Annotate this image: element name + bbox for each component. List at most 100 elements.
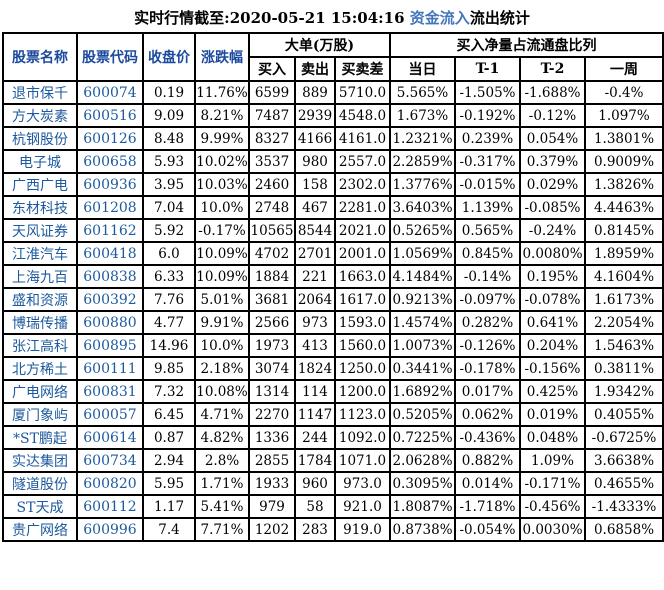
ratio-t1-cell: -1.505% <box>454 80 521 105</box>
stock-code-cell[interactable]: 600392 <box>76 287 144 312</box>
buy-sell-diff-cell: 1663.0 <box>334 264 391 289</box>
col-header-week: 一周 <box>584 56 664 82</box>
ratio-t2-cell: -0.456% <box>519 494 586 519</box>
ratio-t1-cell: -0.178% <box>454 356 521 381</box>
col-header-big-orders-group: 大单(万股) <box>248 32 391 58</box>
ratio-t1-cell: 0.282% <box>454 310 521 335</box>
ratio-week-cell: 1.6173% <box>584 287 664 312</box>
stock-code-cell[interactable]: 600614 <box>76 425 144 450</box>
stock-name-cell[interactable]: 张江高科 <box>2 333 78 358</box>
ratio-t1-cell: 0.014% <box>454 471 521 496</box>
sell-volume-cell: 960 <box>294 471 336 496</box>
close-price-cell: 1.17 <box>142 494 196 519</box>
ratio-today-cell: 0.3441% <box>389 356 456 381</box>
change-percent-cell: 2.18% <box>194 356 250 381</box>
col-header-change-percent: 涨跌幅 <box>194 32 250 82</box>
stock-name-cell[interactable]: 北方稀土 <box>2 356 78 381</box>
stock-code-cell[interactable]: 600074 <box>76 80 144 105</box>
stock-code-cell[interactable]: 600936 <box>76 172 144 197</box>
stock-code-cell[interactable]: 600838 <box>76 264 144 289</box>
ratio-week-cell: -1.4333% <box>584 494 664 519</box>
change-percent-cell: 9.99% <box>194 126 250 151</box>
stock-code-cell[interactable]: 600126 <box>76 126 144 151</box>
ratio-today-cell: 0.5205% <box>389 402 456 427</box>
stock-code-cell[interactable]: 600734 <box>76 448 144 473</box>
ratio-t2-cell: -0.078% <box>519 287 586 312</box>
stock-code-cell[interactable]: 600996 <box>76 517 144 542</box>
stock-code-cell[interactable]: 600516 <box>76 103 144 128</box>
stock-name-cell[interactable]: 电子城 <box>2 149 78 174</box>
buy-volume-cell: 2460 <box>248 172 296 197</box>
sell-volume-cell: 8544 <box>294 218 336 243</box>
header-row-sub: 买入 卖出 买卖差 当日 T-1 T-2 一周 <box>3 56 664 82</box>
stock-name-cell[interactable]: 厦门象屿 <box>2 402 78 427</box>
ratio-week-cell: 0.4655% <box>584 471 664 496</box>
stock-name-cell[interactable]: 杭钢股份 <box>2 126 78 151</box>
title-fund-inflow-link[interactable]: 资金流入 <box>409 9 470 27</box>
stock-code-cell[interactable]: 600057 <box>76 402 144 427</box>
buy-volume-cell: 1336 <box>248 425 296 450</box>
stock-name-cell[interactable]: 盛和资源 <box>2 287 78 312</box>
stock-code-cell[interactable]: 601162 <box>76 218 144 243</box>
stock-code-cell[interactable]: 600111 <box>76 356 144 381</box>
ratio-week-cell: 4.4463% <box>584 195 664 220</box>
stock-code-cell[interactable]: 600895 <box>76 333 144 358</box>
stock-code-cell[interactable]: 600658 <box>76 149 144 174</box>
stock-name-cell[interactable]: 博瑞传播 <box>2 310 78 335</box>
sell-volume-cell: 467 <box>294 195 336 220</box>
buy-volume-cell: 3537 <box>248 149 296 174</box>
ratio-today-cell: 1.8087% <box>389 494 456 519</box>
buy-sell-diff-cell: 4548.0 <box>334 103 391 128</box>
buy-sell-diff-cell: 2021.0 <box>334 218 391 243</box>
stock-code-cell[interactable]: 601208 <box>76 195 144 220</box>
stock-code-cell[interactable]: 600831 <box>76 379 144 404</box>
stock-name-cell[interactable]: 广西广电 <box>2 172 78 197</box>
stock-name-cell[interactable]: 天风证券 <box>2 218 78 243</box>
close-price-cell: 0.87 <box>142 425 196 450</box>
col-header-net-buy-ratio-group: 买入净量占流通盘比列 <box>389 32 664 58</box>
stock-name-cell[interactable]: *ST鹏起 <box>2 425 78 450</box>
ratio-today-cell: 0.7225% <box>389 425 456 450</box>
table-row: 贵广网络 600996 7.4 7.71% 1202 283 919.0 0.8738% -0.… <box>2 517 664 542</box>
header-row-top: 股票名称 股票代码 收盘价 涨跌幅 大单(万股) 买入净量占流通盘比列 <box>2 32 664 82</box>
col-header-buy-sell-diff: 买卖差 <box>334 56 391 82</box>
stock-name-cell[interactable]: ST天成 <box>2 494 78 519</box>
buy-volume-cell: 1202 <box>248 517 296 542</box>
ratio-t2-cell: 0.425% <box>519 379 586 404</box>
stock-code-cell[interactable]: 600880 <box>76 310 144 335</box>
stock-name-cell[interactable]: 广电网络 <box>2 379 78 404</box>
close-price-cell: 6.33 <box>142 264 196 289</box>
sell-volume-cell: 1824 <box>294 356 336 381</box>
stock-name-cell[interactable]: 上海九百 <box>2 264 78 289</box>
stock-name-cell[interactable]: 贵广网络 <box>2 517 78 542</box>
ratio-week-cell: 0.9009% <box>584 149 664 174</box>
stock-name-cell[interactable]: 东材科技 <box>2 195 78 220</box>
stock-name-cell[interactable]: 退市保千 <box>2 80 78 105</box>
buy-volume-cell: 1314 <box>248 379 296 404</box>
stock-name-cell[interactable]: 实达集团 <box>2 448 78 473</box>
ratio-t1-cell: -0.192% <box>454 103 521 128</box>
table-row: 隧道股份 600820 5.95 1.71% 1933 960 973.0 0.3095% 0.… <box>2 471 664 496</box>
stock-code-cell[interactable]: 600112 <box>76 494 144 519</box>
stock-name-cell[interactable]: 隧道股份 <box>2 471 78 496</box>
close-price-cell: 5.95 <box>142 471 196 496</box>
table-row: 江淮汽车 600418 6.0 10.09% 4702 2701 2001.0 1.0569%… <box>2 241 664 266</box>
buy-sell-diff-cell: 1593.0 <box>334 310 391 335</box>
ratio-t1-cell: 0.017% <box>454 379 521 404</box>
sell-volume-cell: 244 <box>294 425 336 450</box>
ratio-week-cell: 1.8959% <box>584 241 664 266</box>
ratio-t2-cell: -0.171% <box>519 471 586 496</box>
ratio-week-cell: 1.3826% <box>584 172 664 197</box>
ratio-week-cell: 1.5463% <box>584 333 664 358</box>
stock-code-cell[interactable]: 600418 <box>76 241 144 266</box>
change-percent-cell: 10.0% <box>194 333 250 358</box>
buy-volume-cell: 1884 <box>248 264 296 289</box>
stock-code-cell[interactable]: 600820 <box>76 471 144 496</box>
buy-volume-cell: 3074 <box>248 356 296 381</box>
stock-name-cell[interactable]: 江淮汽车 <box>2 241 78 266</box>
buy-volume-cell: 979 <box>248 494 296 519</box>
stock-name-cell[interactable]: 方大炭素 <box>2 103 78 128</box>
close-price-cell: 9.09 <box>142 103 196 128</box>
close-price-cell: 7.76 <box>142 287 196 312</box>
buy-sell-diff-cell: 1123.0 <box>334 402 391 427</box>
